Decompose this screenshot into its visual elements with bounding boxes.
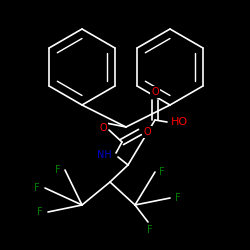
- Text: O: O: [143, 127, 151, 137]
- Text: F: F: [37, 207, 43, 217]
- Text: F: F: [55, 165, 61, 175]
- Text: NH: NH: [96, 150, 112, 160]
- Text: F: F: [175, 193, 181, 203]
- Text: F: F: [34, 183, 40, 193]
- Text: O: O: [99, 123, 107, 133]
- Text: F: F: [159, 167, 165, 177]
- Text: F: F: [147, 225, 153, 235]
- Text: HO: HO: [170, 117, 188, 127]
- Text: O: O: [151, 87, 159, 97]
